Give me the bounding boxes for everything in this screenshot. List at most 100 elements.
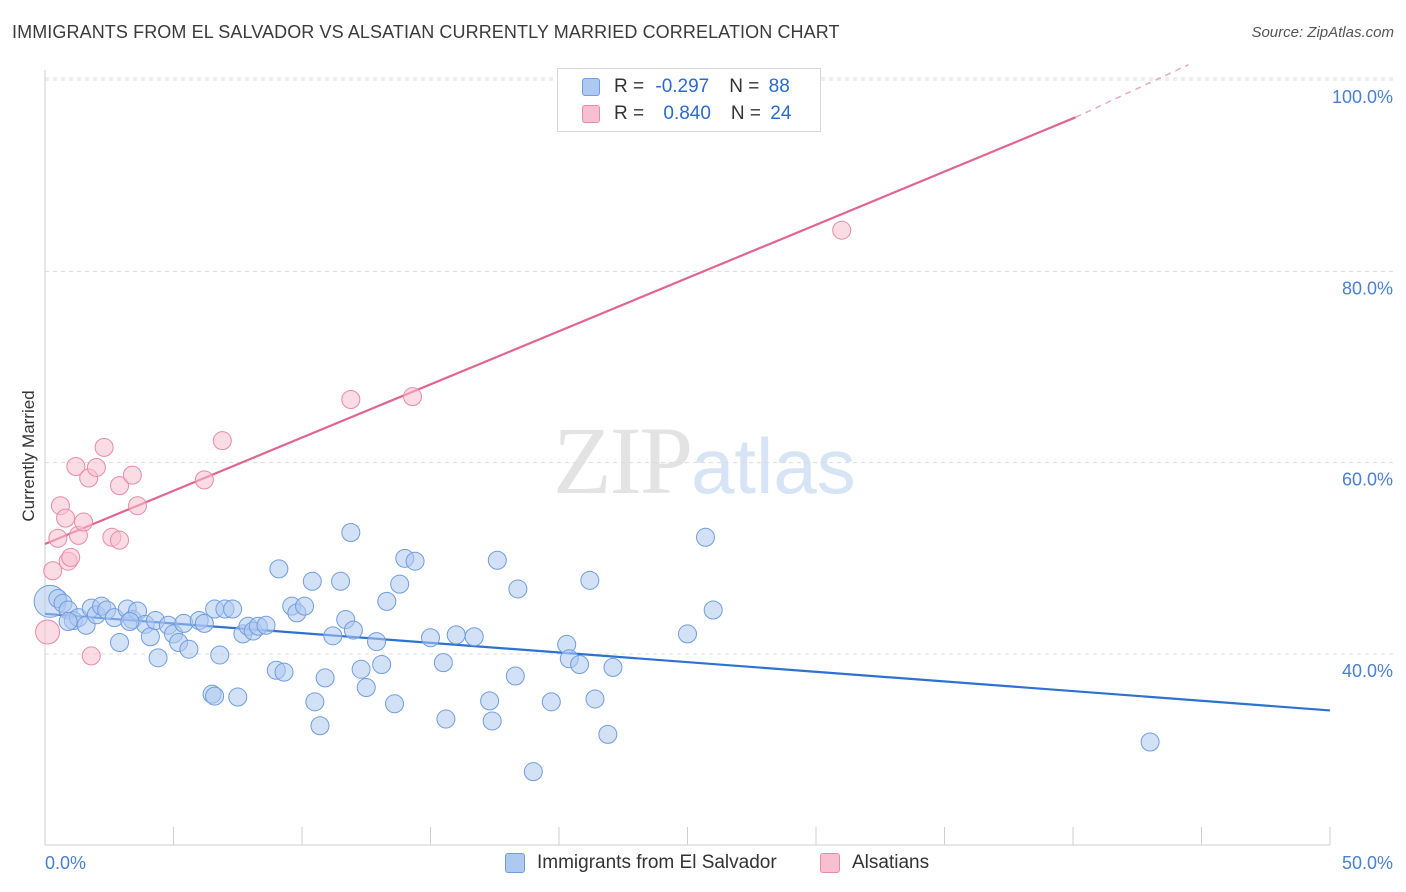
point-alsatian [56,508,76,528]
point-alsatian [43,561,63,581]
legend-row-alsatian: R = 0.840 N = 24 [582,101,791,127]
axes [44,70,1331,846]
legend-swatch-pink [582,105,600,123]
point-el-salvador [377,591,397,611]
tick-labels: 40.0% 60.0% 80.0% 100.0% 0.0% 50.0% [45,87,1393,873]
point-el-salvador [703,600,723,620]
point-alsatian [128,496,148,516]
point-el-salvador [390,574,410,594]
legend-swatch-blue [505,853,525,873]
point-el-salvador [523,762,543,782]
point-alsatian [66,456,86,476]
point-el-salvador [194,613,214,633]
point-el-salvador [464,627,484,647]
y-tick-label: 100.0% [1332,87,1393,107]
legend-label-el-salvador: Immigrants from El Salvador [537,852,777,873]
legend-swatch-blue [582,78,600,96]
chart-source: Source: ZipAtlas.com [1251,24,1394,41]
point-alsatian [81,646,101,666]
legend-r-label: R = [614,76,650,97]
point-alsatian [61,547,81,567]
trend-line-alsatian-extension [1075,64,1189,118]
point-el-salvador [120,611,140,631]
point-el-salvador [302,571,322,591]
zipatlas-watermark: ZIPatlas [553,405,856,516]
point-el-salvador [343,620,363,640]
y-axis-label: Currently Married [19,390,38,521]
point-el-salvador [256,615,276,635]
point-el-salvador [58,611,78,631]
point-el-salvador [210,645,230,665]
legend-r-value: 0.840 [663,103,711,124]
point-el-salvador [315,668,335,688]
point-el-salvador [274,662,294,682]
point-el-salvador [508,579,528,599]
trend-line-alsatian [44,116,1076,545]
legend-r-label: R = [614,103,650,124]
legend-item-el-salvador: Immigrants from El Salvador [505,852,777,874]
point-alsatian [341,390,361,410]
point-alsatian [74,512,94,532]
point-el-salvador [541,692,561,712]
point-el-salvador [385,694,405,714]
point-el-salvador [295,596,315,616]
y-tick-label: 80.0% [1342,278,1393,298]
point-alsatian [212,431,232,451]
x-tick-label: 0.0% [45,853,86,873]
point-el-salvador [356,677,376,697]
point-el-salvador [446,625,466,645]
legend-n-value: 24 [770,103,792,124]
point-alsatian [94,437,114,457]
point-el-salvador [585,689,605,709]
point-el-salvador [480,691,500,711]
point-el-salvador [405,551,425,571]
point-el-salvador [148,648,168,668]
point-el-salvador [323,626,343,646]
y-tick-label: 60.0% [1342,470,1393,490]
point-el-salvador [570,655,590,675]
point-el-salvador [487,550,507,570]
point-alsatian [48,528,68,548]
point-el-salvador [140,627,160,647]
point-el-salvador [678,624,697,644]
grid-lines [45,77,1395,655]
legend-label-alsatians: Alsatians [852,852,930,873]
point-el-salvador [228,687,248,707]
legend-item-alsatians: Alsatians [820,852,929,874]
point-el-salvador [421,628,440,648]
point-el-salvador [580,570,600,590]
point-alsatian [403,387,423,407]
point-el-salvador [331,571,351,591]
chart-title: IMMIGRANTS FROM EL SALVADOR VS ALSATIAN … [12,22,840,42]
point-el-salvador [110,633,130,653]
point-alsatian [110,530,130,550]
legend-r-value: -0.297 [655,76,710,97]
legend-row-el-salvador: R = -0.297 N = 88 [582,74,790,100]
legend-swatch-pink [820,853,840,873]
point-el-salvador [223,599,243,619]
point-el-salvador [372,655,392,675]
point-el-salvador [367,632,387,652]
point-el-salvador [603,657,623,677]
point-el-salvador [598,724,618,744]
point-el-salvador [505,666,525,686]
data-points [33,220,1160,782]
point-el-salvador [174,613,194,633]
point-alsatian [86,457,106,477]
point-el-salvador [269,559,289,579]
watermark-zip: ZIP [553,407,693,514]
point-el-salvador [351,659,371,679]
legend-n-label: N = [729,76,765,97]
point-alsatian [832,220,852,240]
legend-n-label: N = [730,103,767,124]
y-tick-label: 40.0% [1342,661,1393,681]
series-legend: Immigrants from El Salvador Alsatians [0,852,1406,878]
x-tick-label: 50.0% [1342,853,1393,873]
point-alsatian [110,476,130,496]
point-el-salvador [1140,732,1160,752]
point-el-salvador [205,686,225,706]
point-alsatian [122,465,142,485]
point-el-salvador [341,523,361,543]
point-alsatian [194,470,214,490]
